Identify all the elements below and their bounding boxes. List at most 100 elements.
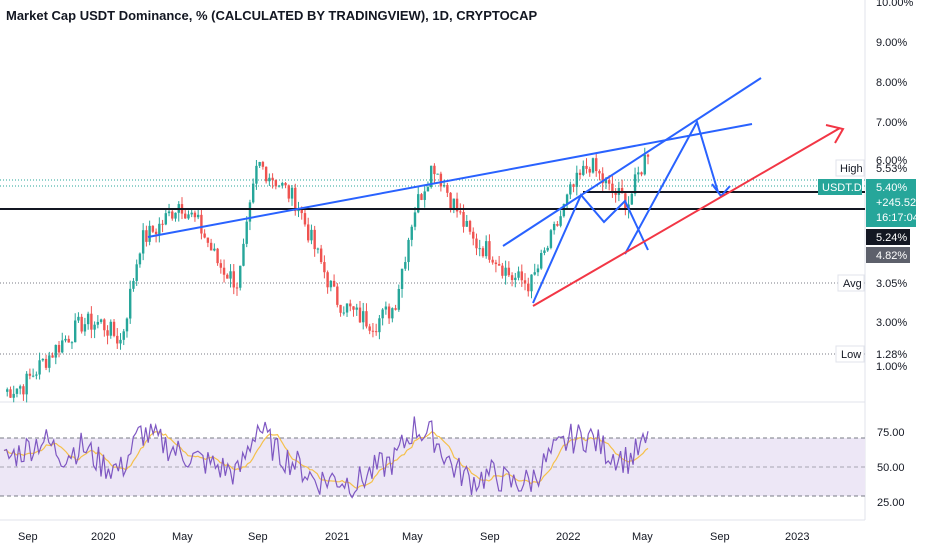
candle xyxy=(41,358,45,361)
candle xyxy=(510,275,514,281)
candle xyxy=(339,304,342,313)
candle xyxy=(643,154,646,175)
candle xyxy=(646,154,650,157)
blue-trendlines[interactable] xyxy=(147,77,762,304)
candlesticks[interactable] xyxy=(6,147,650,403)
candle xyxy=(206,237,210,243)
projection-path[interactable] xyxy=(624,119,719,255)
x-tick-label: Sep xyxy=(710,531,730,543)
price-axis[interactable]: 10.00% 9.00% 8.00% 7.00% 6.00% 3.00% 1.0… xyxy=(876,0,914,373)
candle xyxy=(6,389,9,392)
candle xyxy=(614,191,617,195)
candle xyxy=(294,187,297,212)
candle xyxy=(475,238,478,249)
candle xyxy=(125,318,129,332)
candle xyxy=(433,165,436,175)
candle xyxy=(595,158,598,172)
candle xyxy=(226,274,229,279)
candle xyxy=(630,193,634,205)
candle xyxy=(497,264,501,266)
candle xyxy=(459,211,462,213)
candle xyxy=(255,165,258,184)
candle xyxy=(565,194,569,205)
y-tick-label: 10.00% xyxy=(876,0,914,9)
candle xyxy=(83,324,87,332)
candle xyxy=(93,324,96,330)
bar-countdown: 16:17:04 xyxy=(876,212,919,224)
candle xyxy=(455,198,459,212)
candle xyxy=(132,280,135,289)
candle xyxy=(64,338,67,341)
candle xyxy=(106,330,109,336)
y-tick-label: 9.00% xyxy=(876,37,907,49)
candle xyxy=(620,187,624,194)
candle xyxy=(96,321,100,325)
candle xyxy=(374,331,378,333)
avg-label: Avg xyxy=(843,278,862,290)
time-axis[interactable]: Sep 2020 May Sep 2021 May Sep 2022 May S… xyxy=(18,531,809,543)
candle xyxy=(167,211,171,214)
chart-title: Market Cap USDT Dominance, % (CALCULATED… xyxy=(6,8,538,23)
candle xyxy=(494,262,498,265)
candle xyxy=(209,242,213,251)
candle xyxy=(251,183,255,203)
candle xyxy=(449,192,452,209)
candle xyxy=(517,271,520,278)
candle xyxy=(232,271,235,288)
candle xyxy=(268,177,271,182)
candle xyxy=(611,183,614,192)
candle xyxy=(413,212,417,227)
candle xyxy=(22,386,25,395)
candle xyxy=(203,233,206,238)
x-tick-label: May xyxy=(632,531,653,543)
candle xyxy=(549,230,553,248)
avg-badge xyxy=(837,274,865,292)
candle xyxy=(465,221,468,227)
wave-pattern[interactable] xyxy=(532,193,649,304)
high-value: 5.53% xyxy=(876,163,907,175)
candle xyxy=(297,209,300,212)
candle xyxy=(462,211,465,227)
support-trendline[interactable] xyxy=(532,127,841,307)
candle xyxy=(507,267,511,276)
candle xyxy=(284,182,287,186)
channel-upper-line[interactable] xyxy=(502,77,762,247)
candle xyxy=(345,303,349,313)
candle xyxy=(429,165,433,188)
y-tick-label: 3.00% xyxy=(876,317,907,329)
candle xyxy=(484,241,488,257)
red-trendline[interactable] xyxy=(532,124,845,307)
candle xyxy=(572,184,575,187)
candle xyxy=(25,373,28,395)
x-tick-label: Sep xyxy=(248,531,268,543)
candle xyxy=(229,271,232,279)
candle xyxy=(446,185,449,193)
candle xyxy=(67,338,70,343)
candle xyxy=(264,166,268,182)
candle xyxy=(439,173,443,187)
candle xyxy=(326,272,329,288)
candle xyxy=(35,374,38,376)
candle xyxy=(533,272,536,275)
candle xyxy=(478,248,481,250)
low-label: Low xyxy=(841,349,861,361)
candle xyxy=(15,388,19,394)
candle xyxy=(342,312,345,314)
candle xyxy=(145,230,148,242)
level-value: 5.24% xyxy=(876,232,907,244)
candle xyxy=(546,247,549,251)
x-tick-label: 2021 xyxy=(325,531,349,543)
candle xyxy=(368,326,371,331)
long-trendline[interactable] xyxy=(147,123,753,238)
x-tick-label: 2022 xyxy=(556,531,580,543)
y-tick-label: 8.00% xyxy=(876,77,907,89)
candle xyxy=(258,161,261,166)
price-badges[interactable]: High 5.53% USDT.D 5.40% +245.52% 16:17:0… xyxy=(818,159,926,363)
arrow-up-right-icon xyxy=(825,124,845,144)
candle xyxy=(404,262,407,269)
candle xyxy=(216,248,219,264)
candle xyxy=(607,180,611,184)
candle xyxy=(452,198,456,209)
candle xyxy=(274,180,278,187)
